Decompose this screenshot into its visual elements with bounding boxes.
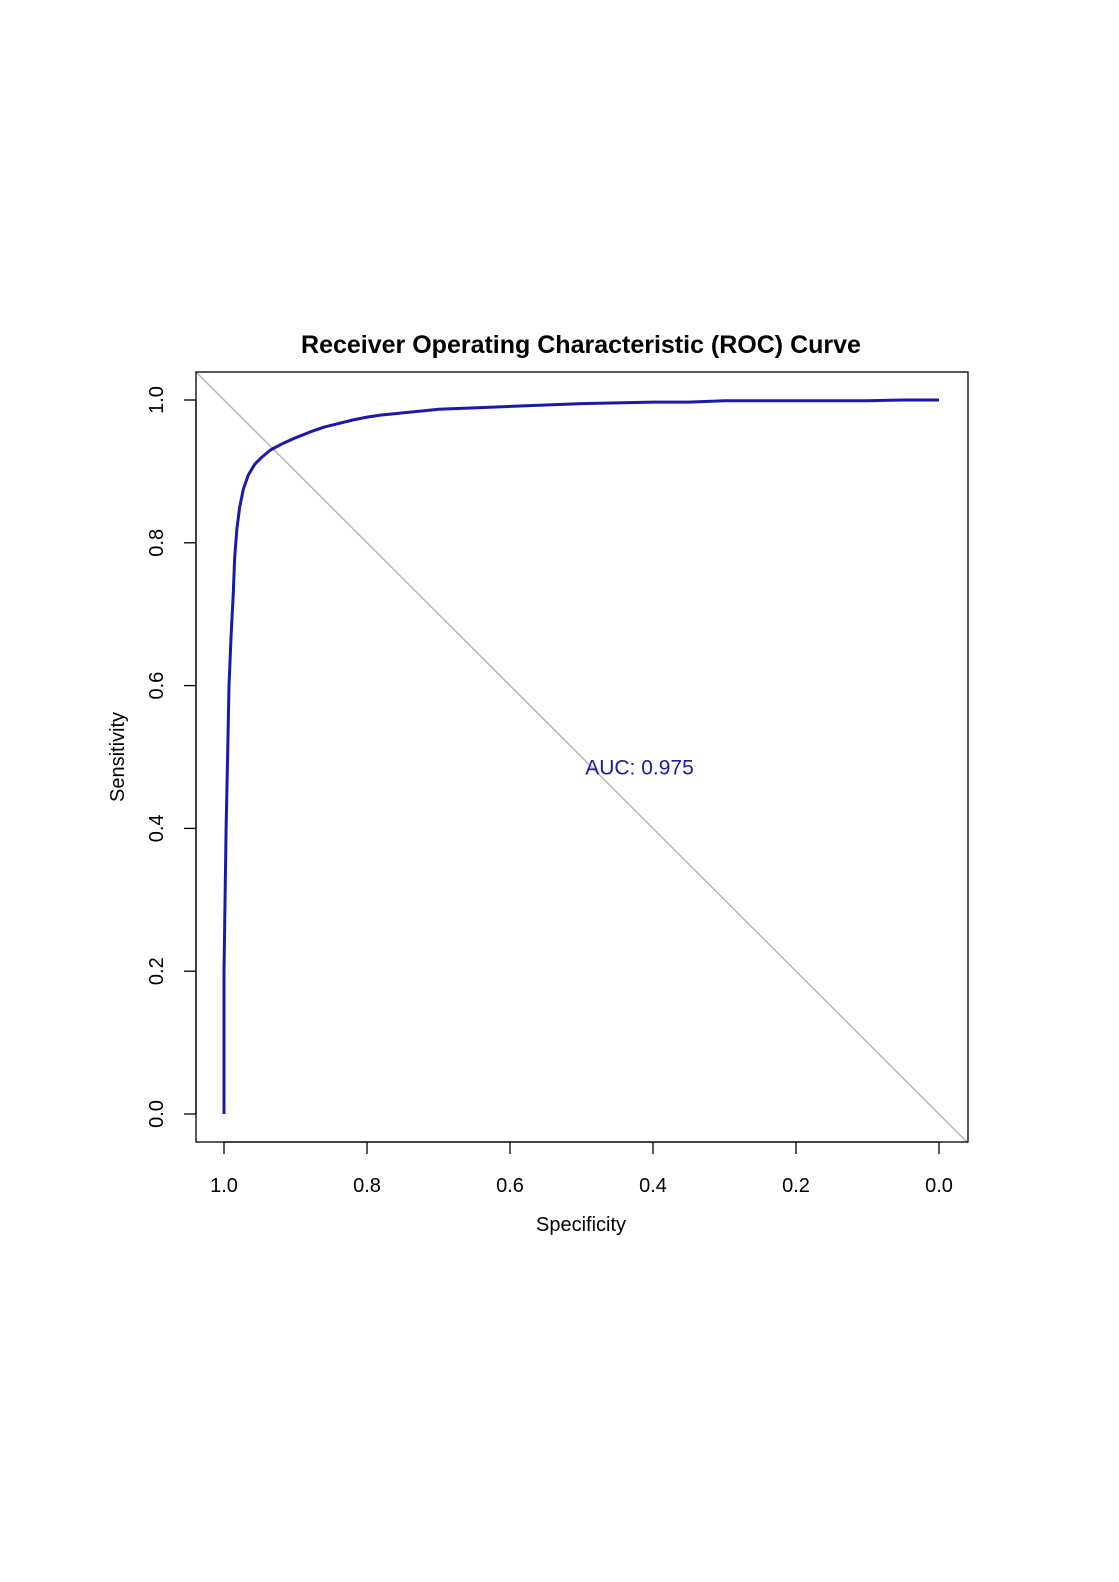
y-tick-label: 0.2: [146, 957, 168, 985]
x-tick-label: 0.8: [353, 1175, 381, 1197]
y-tick-label: 0.4: [146, 814, 168, 842]
y-tick-label: 0.0: [146, 1100, 168, 1128]
x-tick-label: 0.2: [782, 1175, 810, 1197]
y-tick-label: 0.8: [146, 529, 168, 557]
y-tick-label: 0.6: [146, 672, 168, 700]
y-axis: 0.0 0.2 0.4 0.6 0.8 1.0: [146, 386, 197, 1128]
annotations: AUC: 0.975: [585, 756, 694, 779]
y-tick-label: 1.0: [146, 386, 168, 414]
x-tick-label: 0.4: [639, 1175, 667, 1197]
x-tick-label: 0.0: [925, 1175, 953, 1197]
x-axis: 1.0 0.8 0.6 0.4 0.2 0.0: [210, 1141, 953, 1197]
auc-annotation: AUC: 0.975: [585, 756, 694, 779]
x-tick-label: 1.0: [210, 1175, 238, 1197]
chart-title: Receiver Operating Characteristic (ROC) …: [301, 331, 861, 359]
y-axis-label: Sensitivity: [107, 712, 129, 802]
x-axis-label: Specificity: [536, 1214, 626, 1236]
roc-curve-line: [222, 398, 939, 1114]
plot-area: [195, 371, 969, 1144]
x-tick-label: 0.6: [496, 1175, 524, 1197]
reference-diagonal-line: [195, 371, 969, 1144]
